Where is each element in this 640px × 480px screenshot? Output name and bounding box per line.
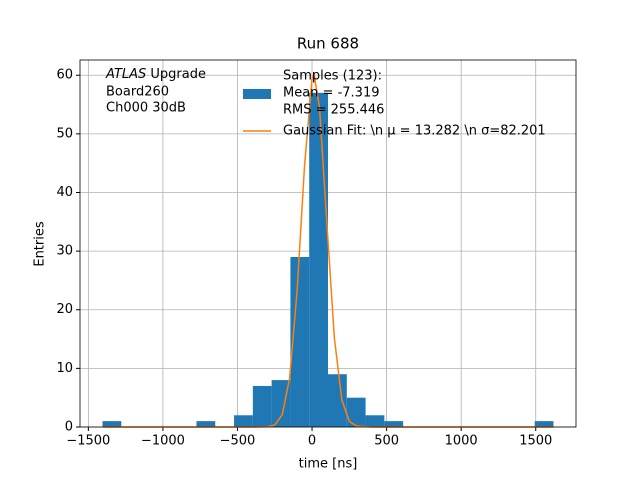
histogram-bar (309, 92, 328, 427)
annotation-line: Upgrade (146, 67, 206, 82)
y-tick-label: 40 (56, 185, 73, 200)
legend-label: RMS = 255.446 (283, 103, 384, 118)
legend-label: Mean = -7.319 (283, 86, 379, 101)
histogram-bar (328, 374, 347, 427)
annotation-line: Ch000 30dB (106, 101, 186, 116)
histogram-bar (290, 256, 310, 427)
x-tick-label: −1000 (141, 434, 185, 449)
histogram-bar (234, 415, 253, 427)
plot-frame (79, 59, 577, 428)
legend-label: Gaussian Fit: \n μ = 13.282 \n σ=82.201 (283, 124, 546, 139)
x-tick-label: −1500 (66, 434, 110, 449)
x-tick-label: 0 (308, 434, 316, 449)
y-axis-label: Entries (33, 221, 48, 267)
histogram-bar (384, 421, 404, 427)
histogram-bar (365, 415, 385, 427)
annotation-label: ATLAS (105, 67, 146, 82)
x-tick-label: 1000 (445, 434, 478, 449)
x-tick-label: −500 (220, 434, 256, 449)
legend-swatch (243, 89, 271, 99)
x-axis-label: time [ns] (299, 457, 358, 472)
histogram-bar (534, 421, 554, 427)
annotation: ATLAS Upgrade (105, 67, 206, 82)
legend-label: Samples (123): (283, 69, 382, 84)
x-tick-label: 500 (374, 434, 399, 449)
histogram-bar (252, 385, 272, 427)
x-tick-label: 1500 (519, 434, 552, 449)
y-tick-label: 20 (56, 302, 73, 317)
y-tick-label: 60 (56, 68, 73, 83)
annotation-line: Board260 (106, 85, 169, 100)
histogram-bar (196, 421, 216, 427)
y-tick-label: 0 (65, 420, 73, 435)
histogram-bar (346, 397, 366, 427)
y-tick-label: 10 (56, 361, 73, 376)
fit-line (103, 71, 554, 428)
histogram-bar (102, 421, 122, 427)
histogram-bar (271, 380, 291, 427)
y-tick-label: 50 (56, 126, 73, 141)
y-tick-label: 30 (56, 244, 73, 259)
chart-title: Run 688 (297, 35, 359, 53)
